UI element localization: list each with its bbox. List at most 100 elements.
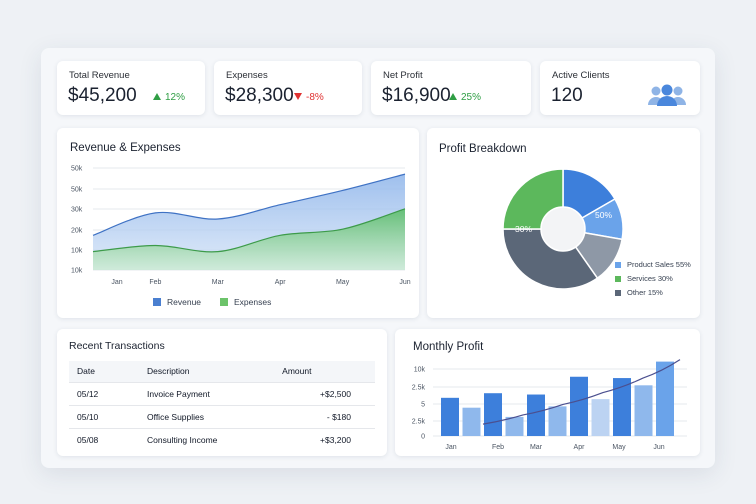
pie-center-hole [540, 206, 586, 252]
cell-date: 05/08 [77, 435, 99, 445]
monthly-profit-card: Monthly Profit 10k 2.5k 5 2.5k 0 Jan Feb Mar Apr… [395, 329, 700, 456]
bar [591, 399, 610, 436]
x-tick-label: Jun [399, 279, 410, 286]
legend-label: Product Sales 55% [627, 260, 691, 269]
bar [656, 361, 674, 436]
kpi-value: $28,300 [225, 85, 294, 106]
expenses-area-line [92, 208, 406, 253]
revenue-area-line [92, 173, 406, 236]
legend-label: Other 15% [627, 288, 663, 297]
card-title: Monthly Profit [413, 341, 484, 353]
bar [462, 407, 481, 436]
pie-slice-label: 50% [595, 210, 612, 220]
bar [570, 376, 588, 436]
dashboard-board: Total Revenue $45,200 12% Expenses $28,3… [41, 48, 715, 468]
x-tick-label: Jun [653, 444, 664, 451]
legend-label: Services 30% [627, 274, 673, 283]
y-tick-label: 10k [71, 268, 83, 275]
y-tick-label: 5 [421, 402, 425, 409]
trend-up-icon [153, 93, 161, 100]
x-tick-label: Feb [149, 279, 161, 286]
y-tick-label: 0 [421, 434, 425, 441]
legend-revenue[interactable]: Revenue [153, 297, 201, 307]
profit-breakdown-card: Profit Breakdown 30% 50% Product Sales 55… [427, 128, 700, 318]
expenses-area [93, 208, 405, 270]
pie-legend-other: Other 15% [615, 288, 663, 297]
cell-amount: +$3,200 [320, 435, 351, 445]
kpi-value: $45,200 [68, 85, 137, 106]
column-header-amount[interactable]: Amount [274, 361, 375, 383]
y-tick-label: 2.5k [412, 419, 426, 426]
x-tick-label: May [612, 444, 626, 451]
bar [484, 393, 502, 436]
bar [505, 416, 524, 436]
table-row[interactable]: 05/10 Office Supplies - $180 [69, 405, 375, 429]
kpi-card-active-clients[interactable]: Active Clients 120 [540, 61, 700, 115]
pie-legend-product-sales: Product Sales 55% [615, 260, 691, 269]
x-tick-label: Feb [492, 444, 504, 451]
card-title: Revenue & Expenses [70, 142, 181, 154]
kpi-delta: 25% [449, 92, 481, 103]
kpi-card-expenses[interactable]: Expenses $28,300 -8% [214, 61, 362, 115]
card-title: Recent Transactions [69, 340, 165, 352]
x-tick-label: Mar [212, 279, 225, 286]
revenue-expenses-chart: 50k 50k 30k 20k 10k 10k Jan Feb Mar Apr May Jun [71, 166, 411, 287]
legend-label: Revenue [167, 297, 202, 307]
table-row[interactable]: 05/08 Consulting Income +$3,200 [69, 429, 375, 452]
revenue-expenses-card: Revenue & Expenses 50k 50k 30k 20k 10k 10k Jan… [57, 128, 419, 318]
cell-date: 05/10 [69, 405, 139, 429]
x-tick-label: Jan [111, 279, 122, 286]
kpi-delta: -8% [294, 92, 324, 103]
x-tick-label: Apr [275, 279, 287, 286]
cell-amount: +$2,500 [274, 382, 375, 406]
pie-slice-other [502, 228, 599, 290]
pie-slice-label: 30% [515, 224, 532, 234]
recent-transactions-card: Recent Transactions Date Description Amo… [57, 329, 387, 456]
pie-legend-services: Services 30% [615, 274, 673, 283]
y-tick-label: 20k [71, 228, 83, 235]
profit-breakdown-pie: 30% 50% [502, 168, 624, 290]
kpi-delta-value: -8% [306, 92, 324, 103]
x-tick-label: May [336, 279, 350, 286]
trend-line [482, 359, 681, 425]
kpi-label: Active Clients [552, 70, 610, 81]
kpi-card-net-profit[interactable]: Net Profit $16,900 25% [371, 61, 531, 115]
kpi-delta-value: 12% [165, 92, 186, 103]
bar [527, 394, 545, 436]
monthly-profit-chart: 10k 2.5k 5 2.5k 0 Jan Feb Mar Apr May Jun [412, 359, 687, 451]
legend-swatch [615, 261, 621, 268]
y-tick-label: 10k [71, 248, 83, 255]
bar [548, 406, 567, 436]
card-title: Profit Breakdown [439, 143, 527, 155]
column-header-description[interactable]: Description [139, 361, 275, 383]
kpi-label: Total Revenue [69, 70, 130, 81]
trend-up-icon [449, 93, 457, 100]
legend-label: Expenses [234, 297, 272, 307]
kpi-value: 120 [551, 85, 583, 106]
x-tick-label: Jan [445, 444, 456, 451]
kpi-delta: 12% [153, 92, 185, 103]
y-tick-label: 30k [71, 207, 83, 214]
bar [441, 397, 459, 436]
legend-swatch [153, 298, 161, 306]
legend-expenses[interactable]: Expenses [220, 297, 271, 307]
y-tick-label: 50k [71, 166, 83, 173]
column-header-date[interactable]: Date [69, 361, 139, 383]
kpi-value: $16,900 [382, 85, 451, 106]
y-tick-label: 50k [71, 187, 83, 194]
table-row[interactable]: 05/12 Invoice Payment +$2,500 [69, 382, 375, 406]
cell-amount: - $180 [274, 405, 375, 429]
kpi-label: Net Profit [383, 70, 423, 81]
x-tick-label: Mar [530, 444, 543, 451]
bar [613, 378, 631, 436]
transactions-table: Date Description Amount 05/12 Invoice Pa… [69, 361, 375, 451]
trend-down-icon [294, 93, 302, 100]
kpi-card-total-revenue[interactable]: Total Revenue $45,200 12% [57, 61, 205, 115]
bar [634, 385, 653, 436]
kpi-label: Expenses [226, 70, 268, 81]
legend-swatch [615, 275, 621, 282]
legend-swatch [220, 298, 228, 306]
kpi-delta-value: 25% [461, 92, 482, 103]
users-icon [648, 84, 686, 106]
table-header-row: Date Description Amount [69, 361, 375, 383]
